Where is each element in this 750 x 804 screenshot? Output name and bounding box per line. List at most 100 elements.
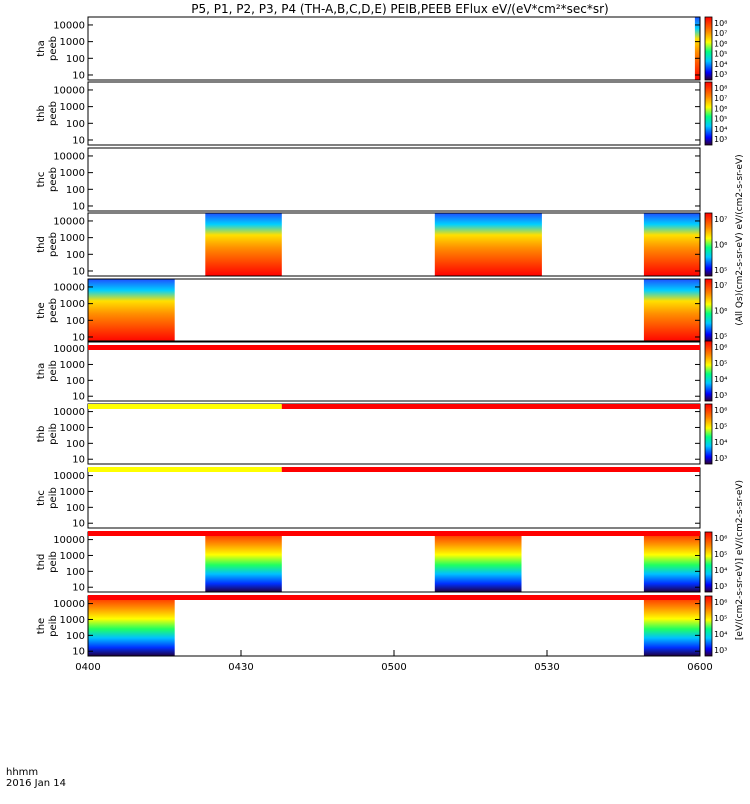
y-tick-label: 10000 xyxy=(53,85,85,96)
x-tick-label: 0530 xyxy=(534,662,559,673)
y-tick-label: 1000 xyxy=(60,360,85,371)
panel-instrument-label: peib xyxy=(48,360,59,382)
spectrum-block xyxy=(643,213,700,276)
y-tick-label: 1000 xyxy=(60,102,85,113)
panel-instrument-label: peeb xyxy=(48,232,59,257)
panel-instrument-label: peeb xyxy=(48,36,59,61)
colorbar-tick-label: 10⁶ xyxy=(714,406,727,415)
status-segment xyxy=(88,404,282,409)
panel-probe-label: thd xyxy=(36,554,47,571)
panel-instrument-label: peib xyxy=(48,487,59,509)
colorbar-tick-label: 10⁴ xyxy=(714,125,727,134)
panel-instrument-label: peeb xyxy=(48,101,59,126)
y-tick-label: 10 xyxy=(72,392,85,403)
panel-frame xyxy=(87,278,701,343)
panel-probe-label: the xyxy=(36,618,47,634)
panel-tha-peeb: 10000 1000 100 10 tha peeb xyxy=(36,16,701,81)
status-bar xyxy=(88,345,700,350)
panel-frame xyxy=(87,340,701,402)
spectrum-block xyxy=(694,17,700,80)
panel-probe-label: thb xyxy=(36,426,47,443)
y-tick-label: 1000 xyxy=(60,233,85,244)
panel-frame xyxy=(87,467,701,529)
colorbar xyxy=(704,212,713,277)
y-tick-label: 100 xyxy=(66,439,85,450)
panel-the-peib: 10000 1000 100 10 the peib xyxy=(36,595,701,658)
panel-instrument-label: peib xyxy=(48,423,59,445)
panel-thb-peeb: 10000 1000 100 10 thb peeb xyxy=(36,81,701,146)
y-tick-label: 10000 xyxy=(53,407,85,418)
panel-thd-peeb: 10000 1000 100 10 thd peeb xyxy=(36,212,701,277)
panel-thb-peib: 10000 1000 100 10 thb peib xyxy=(36,403,701,466)
y-tick-label: 1000 xyxy=(60,299,85,310)
colorbar-tick-label: 10⁴ xyxy=(714,438,727,447)
spectrum-block xyxy=(643,596,700,656)
y-tick-label: 1000 xyxy=(60,487,85,498)
colorbar-tick-label: 10⁸ xyxy=(714,19,727,28)
colorbar xyxy=(704,16,713,81)
colorbars-group: 10⁸10⁷10⁶10⁵10⁴10³10⁸10⁷10⁶10⁵10⁴10³10⁷1… xyxy=(704,16,727,657)
colorbar-tick-label: 10⁶ xyxy=(714,104,727,113)
y-tick-label: 100 xyxy=(66,567,85,578)
y-tick-label: 10 xyxy=(72,70,85,81)
colorbar-tick-label: 10⁷ xyxy=(714,29,727,38)
status-bar xyxy=(88,467,700,472)
y-tick-label: 10000 xyxy=(53,471,85,482)
spectrum-block xyxy=(434,532,522,592)
panel-probe-label: thc xyxy=(36,490,47,506)
y-tick-label: 10 xyxy=(72,332,85,343)
y-tick-label: 100 xyxy=(66,631,85,642)
colorbar-tick-label: 10⁶ xyxy=(714,598,727,607)
spectrum-block xyxy=(643,279,700,342)
panel-tha-peib: 10000 1000 100 10 tha peib xyxy=(36,340,701,403)
panel-thd-peib: 10000 1000 100 10 thd peib xyxy=(36,531,701,594)
status-segment xyxy=(88,595,700,600)
colorbar-tick-label: 10⁶ xyxy=(714,241,727,250)
status-segment xyxy=(88,467,282,472)
colorbar xyxy=(704,531,713,593)
y-tick-label: 10 xyxy=(72,201,85,212)
colorbar-tick-label: 10⁷ xyxy=(714,281,727,290)
y-tick-label: 10000 xyxy=(53,535,85,546)
y-tick-label: 10000 xyxy=(53,282,85,293)
panel-frame xyxy=(87,212,701,277)
x-tick-label: 0400 xyxy=(75,662,100,673)
x-tick-label: 0600 xyxy=(687,662,712,673)
y-tick-label: 10000 xyxy=(53,344,85,355)
panel-instrument-label: peib xyxy=(48,615,59,637)
y-tick-label: 100 xyxy=(66,503,85,514)
y-tick-label: 10 xyxy=(72,455,85,466)
y-tick-label: 10 xyxy=(72,647,85,658)
y-tick-label: 10000 xyxy=(53,599,85,610)
panel-probe-label: the xyxy=(36,302,47,318)
y-tick-label: 10 xyxy=(72,583,85,594)
status-bar xyxy=(88,404,700,409)
colorbar-tick-label: 10⁶ xyxy=(714,534,727,543)
y-tick-label: 1000 xyxy=(60,423,85,434)
panel-probe-label: thd xyxy=(36,236,47,253)
colorbar-tick-label: 10³ xyxy=(714,646,727,655)
spectrum-block xyxy=(88,596,175,656)
x-tick-label: 0430 xyxy=(228,662,253,673)
colorbar-tick-label: 10³ xyxy=(714,582,727,591)
colorbar xyxy=(704,595,713,657)
colorbar-tick-label: 10⁵ xyxy=(714,50,727,59)
panel-instrument-label: peib xyxy=(48,551,59,573)
y-tick-label: 10000 xyxy=(53,216,85,227)
colorbar-tick-label: 10⁵ xyxy=(714,332,727,341)
x-tick-label: 0500 xyxy=(381,662,406,673)
colorbar-tick-label: 10⁷ xyxy=(714,94,727,103)
colorbar-label-electron: (All Qs)(cm2-s-sr-eV) eV/(cm2-s-sr-eV) xyxy=(735,154,745,325)
x-axis-date: 2016 Jan 14 xyxy=(6,778,66,789)
spectrum-block xyxy=(205,532,282,592)
y-tick-label: 100 xyxy=(66,250,85,261)
y-tick-label: 1000 xyxy=(60,37,85,48)
colorbar-tick-label: 10⁵ xyxy=(714,614,727,623)
colorbar-tick-label: 10⁴ xyxy=(714,566,727,575)
y-tick-label: 1000 xyxy=(60,168,85,179)
panel-frame xyxy=(87,16,701,81)
panel-thc-peib: 10000 1000 100 10 thc peib xyxy=(36,467,701,530)
panel-frame xyxy=(87,595,701,657)
colorbar-tick-label: 10³ xyxy=(714,454,727,463)
